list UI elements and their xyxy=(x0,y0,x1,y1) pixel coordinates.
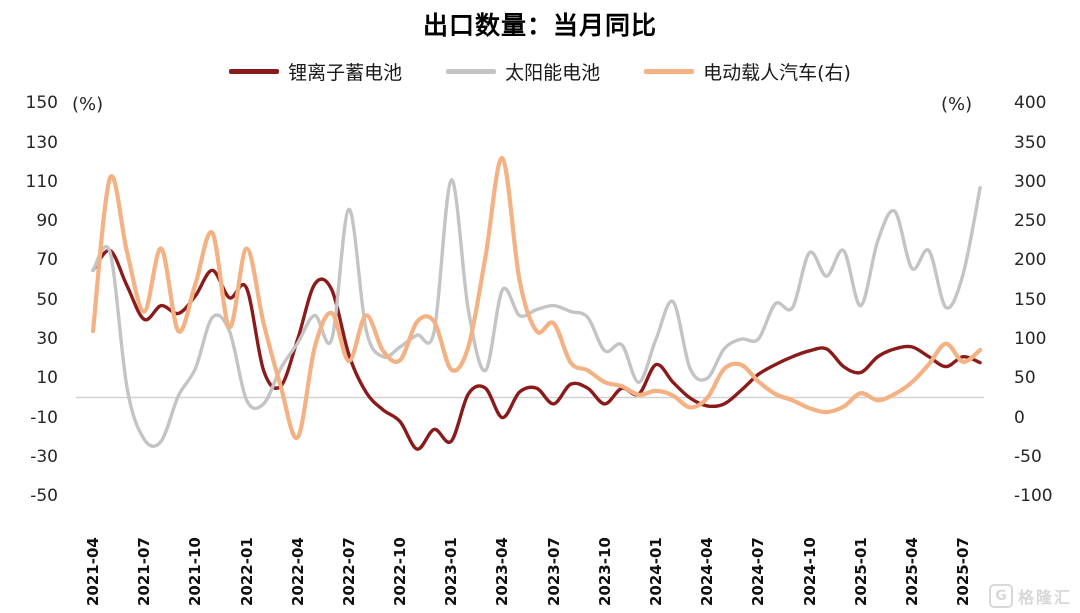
series-solar-line xyxy=(91,178,982,448)
x-axis-label: 2025-01 xyxy=(851,537,870,606)
legend-label-lithium: 锂离子蓄电池 xyxy=(288,62,403,84)
x-axis-label: 2023-10 xyxy=(595,537,614,606)
watermark-text: 格隆汇 xyxy=(1017,588,1072,607)
right-axis-tick: 350 xyxy=(1014,132,1047,153)
x-axis-label: 2021-04 xyxy=(84,537,102,606)
right-axis-tick: 250 xyxy=(1014,211,1047,232)
x-axis-label: 2023-07 xyxy=(544,537,563,606)
series-ev-line xyxy=(90,156,983,440)
x-axis-label: 2022-07 xyxy=(339,537,358,606)
x-axis-label: 2021-07 xyxy=(135,537,154,606)
x-axis-label: 2024-10 xyxy=(800,537,819,606)
gelonghui-logo-icon: G xyxy=(988,584,1013,608)
series-lithium-line xyxy=(91,248,982,451)
left-axis-tick: -30 xyxy=(30,446,58,467)
right-axis-unit: (%) xyxy=(941,94,973,115)
x-axis-label: 2024-01 xyxy=(646,537,665,606)
right-axis-tick: 150 xyxy=(1014,289,1047,310)
left-axis-tick: 130 xyxy=(25,132,58,153)
legend-item-lithium: 锂离子蓄电池 xyxy=(229,58,402,85)
x-axis-label: 2023-01 xyxy=(442,537,461,606)
legend-label-solar: 太阳能电池 xyxy=(505,62,601,84)
x-axis-label: 2022-10 xyxy=(391,537,410,606)
x-axis-label: 2023-04 xyxy=(493,537,512,606)
lithium-line-swatch-icon xyxy=(229,69,280,74)
right-axis-tick: -100 xyxy=(1014,486,1053,507)
legend: 锂离子蓄电池 太阳能电池 电动载人汽车(右) xyxy=(0,58,1080,85)
left-axis-tick: 10 xyxy=(36,368,58,389)
right-axis-tick: 0 xyxy=(1014,407,1025,428)
legend-label-ev: 电动载人汽车(右) xyxy=(703,62,851,84)
left-axis-tick: 90 xyxy=(36,211,58,232)
legend-item-solar: 太阳能电池 xyxy=(446,58,600,85)
chart-title: 出口数量：当月同比 xyxy=(422,11,657,40)
left-axis-tick: 50 xyxy=(36,289,58,310)
left-axis-tick: 30 xyxy=(36,329,58,350)
left-axis-tick: -50 xyxy=(30,486,58,507)
x-axis-label: 2022-01 xyxy=(237,537,256,606)
x-axis-label: 2021-10 xyxy=(186,537,205,606)
x-axis-label: 2024-07 xyxy=(749,537,768,606)
left-axis-unit: (%) xyxy=(72,94,104,115)
right-axis-tick: 50 xyxy=(1014,368,1036,389)
right-axis-tick: 300 xyxy=(1014,171,1047,192)
x-axis-label: 2022-04 xyxy=(288,537,307,606)
left-axis-tick: -10 xyxy=(30,407,58,428)
x-axis-label: 2025-04 xyxy=(902,537,921,606)
x-axis-label: 2024-04 xyxy=(698,537,717,606)
watermark: G 格隆汇 xyxy=(988,584,1072,608)
legend-item-ev: 电动载人汽车(右) xyxy=(644,58,851,85)
right-axis-tick: 200 xyxy=(1014,250,1047,271)
solar-line-swatch-icon xyxy=(446,69,497,74)
right-axis-tick: 400 xyxy=(1014,93,1047,114)
left-axis-tick: 150 xyxy=(25,93,58,114)
left-axis-tick: 70 xyxy=(36,250,58,271)
ev-line-swatch-icon xyxy=(644,69,695,74)
right-axis-tick: -50 xyxy=(1014,446,1042,467)
x-axis-label: 2025-07 xyxy=(954,537,973,606)
left-axis-tick: 110 xyxy=(25,171,58,192)
right-axis-tick: 100 xyxy=(1014,329,1047,349)
